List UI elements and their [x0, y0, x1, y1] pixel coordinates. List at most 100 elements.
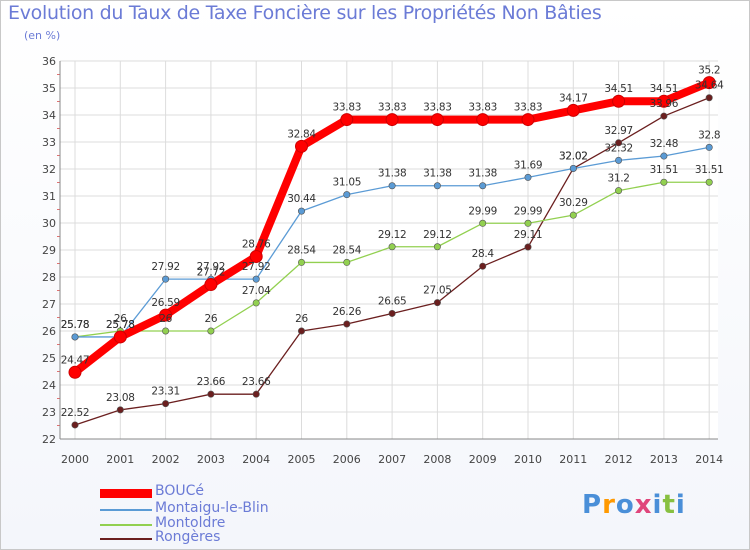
data-point-montoldre — [569, 211, 577, 219]
data-label-montaigu-le-blin: 27.92 — [242, 261, 271, 273]
data-label-boucé: 34.51 — [604, 83, 633, 95]
y-tick-label: 26 — [42, 325, 56, 338]
data-label-montoldre: 28.54 — [287, 244, 316, 256]
x-tick-label: 2007 — [378, 453, 406, 466]
x-tick-label: 2011 — [559, 453, 587, 466]
legend-swatch-rongères — [100, 538, 152, 540]
data-label-rongères: 27.05 — [423, 285, 452, 297]
data-point-rongères — [162, 400, 170, 408]
logo-letter: t — [662, 490, 676, 520]
data-point-montoldre — [524, 219, 532, 227]
legend-swatch-montaigu-le-blin — [100, 509, 152, 511]
data-label-rongères: 26.26 — [333, 306, 362, 318]
data-point-montoldre — [660, 178, 668, 186]
data-label-boucé: 34.17 — [559, 92, 588, 104]
y-tick-label: 28 — [42, 271, 56, 284]
data-label-montaigu-le-blin: 32.02 — [559, 150, 588, 162]
x-tick-label: 2003 — [197, 453, 225, 466]
y-tick-label: 33 — [42, 136, 56, 149]
data-point-rongères — [660, 112, 668, 120]
logo-letter: o — [615, 490, 635, 520]
data-point-montaigu-le-blin — [660, 152, 668, 160]
data-point-montaigu-le-blin — [524, 173, 532, 181]
logo-letter: i — [675, 490, 686, 520]
data-point-boucé — [430, 113, 444, 127]
legend-swatch-boucé — [100, 489, 152, 498]
data-label-rongères: 32.02 — [559, 150, 588, 162]
data-point-rongères — [207, 390, 215, 398]
data-point-montoldre — [343, 258, 351, 266]
data-point-montaigu-le-blin — [615, 156, 623, 164]
data-point-rongères — [433, 299, 441, 307]
data-point-boucé — [204, 278, 218, 292]
data-point-rongères — [252, 390, 260, 398]
data-point-montoldre — [433, 243, 441, 251]
data-label-montaigu-le-blin: 31.69 — [514, 159, 543, 171]
legend-label-montaigu-le-blin: Montaigu-le-Blin — [155, 500, 269, 516]
legend-label-montoldre: Montoldre — [155, 515, 226, 531]
data-label-montaigu-le-blin: 30.44 — [287, 193, 316, 205]
data-label-boucé: 33.83 — [333, 102, 362, 114]
data-point-montaigu-le-blin — [162, 275, 170, 283]
data-point-montoldre — [207, 327, 215, 335]
proxiti-logo: Proxiti — [582, 490, 686, 520]
data-label-montoldre: 31.2 — [608, 173, 630, 185]
data-label-montoldre: 28.54 — [333, 244, 362, 256]
y-tick-label: 30 — [42, 217, 56, 230]
data-point-boucé — [612, 94, 626, 108]
y-tick-label: 27 — [42, 298, 56, 311]
data-point-boucé — [159, 308, 173, 322]
data-point-montoldre — [615, 187, 623, 195]
data-label-boucé: 35.2 — [698, 65, 720, 77]
chart-subtitle: (en %) — [24, 29, 61, 42]
x-tick-label: 2005 — [288, 453, 316, 466]
data-label-boucé: 25.78 — [106, 319, 135, 331]
logo-letter: r — [602, 490, 616, 520]
chart-title: Evolution du Taux de Taxe Foncière sur l… — [8, 2, 602, 24]
data-label-montoldre: 26 — [205, 313, 218, 325]
legend-label-boucé: BOUCé — [155, 483, 205, 499]
data-point-montoldre — [297, 258, 305, 266]
data-label-montoldre: 29.12 — [378, 229, 407, 241]
x-tick-label: 2014 — [695, 453, 723, 466]
data-label-boucé: 32.84 — [287, 128, 316, 140]
data-label-montaigu-le-blin: 32.32 — [604, 142, 633, 154]
data-label-montaigu-le-blin: 25.78 — [106, 319, 135, 331]
data-point-montoldre — [162, 327, 170, 335]
data-point-rongères — [615, 139, 623, 147]
x-tick-label: 2009 — [469, 453, 497, 466]
data-label-montaigu-le-blin: 31.38 — [468, 168, 497, 180]
line-chart: 22 23 24 25 26 27 28 29 30 31 32 33 34 35 36 2000 2001 20… — [42, 55, 724, 466]
data-label-montoldre: 31.51 — [650, 164, 679, 176]
data-point-rongères — [343, 320, 351, 328]
data-label-rongères: 26 — [295, 313, 308, 325]
y-tick-label: 34 — [42, 109, 56, 122]
data-label-boucé: 33.83 — [378, 102, 407, 114]
x-tick-label: 2012 — [605, 453, 633, 466]
data-point-boucé — [566, 103, 580, 117]
data-label-rongères: 26.65 — [378, 295, 407, 307]
legend-swatch-montoldre — [100, 524, 152, 526]
x-tick-label: 2010 — [514, 453, 542, 466]
data-label-rongères: 23.31 — [151, 386, 180, 398]
y-tick-label: 23 — [42, 406, 56, 419]
data-label-montaigu-le-blin: 31.38 — [378, 168, 407, 180]
data-label-montoldre: 29.12 — [423, 229, 452, 241]
data-point-boucé — [702, 76, 716, 90]
data-point-boucé — [68, 365, 82, 379]
x-tick-label: 2004 — [242, 453, 270, 466]
data-label-rongères: 34.64 — [695, 80, 724, 92]
data-label-montaigu-le-blin: 32.8 — [698, 129, 720, 141]
data-label-montoldre: 25.78 — [61, 319, 90, 331]
data-label-montoldre: 29.99 — [468, 205, 497, 217]
data-label-rongères: 23.66 — [242, 376, 271, 388]
data-point-rongères — [297, 327, 305, 335]
data-label-rongères: 23.66 — [197, 376, 226, 388]
x-tick-label: 2006 — [333, 453, 361, 466]
x-tick-label: 2002 — [152, 453, 180, 466]
y-tick-label: 22 — [42, 433, 56, 446]
data-label-boucé: 34.51 — [650, 83, 679, 95]
data-label-montaigu-le-blin: 31.38 — [423, 168, 452, 180]
x-tick-label: 2013 — [650, 453, 678, 466]
y-tick-label: 32 — [42, 163, 56, 176]
